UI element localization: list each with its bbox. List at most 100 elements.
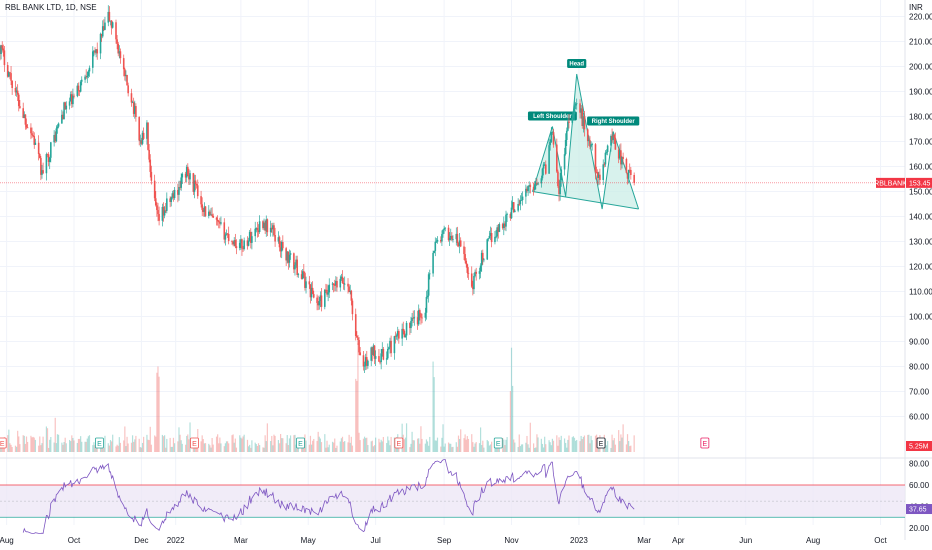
candle-body bbox=[294, 265, 296, 270]
candle bbox=[25, 118, 28, 130]
volume-bar bbox=[348, 434, 350, 452]
candle-body bbox=[63, 102, 65, 120]
volume-bar bbox=[55, 443, 57, 452]
volume-bar bbox=[92, 445, 94, 452]
x-tick-label: Aug bbox=[0, 536, 14, 545]
candle bbox=[336, 276, 338, 292]
candle bbox=[78, 90, 81, 96]
earnings-marker[interactable]: E bbox=[0, 437, 7, 449]
earnings-marker[interactable]: E bbox=[95, 437, 104, 449]
candle bbox=[443, 225, 445, 234]
candle bbox=[142, 127, 145, 140]
candle-body bbox=[488, 235, 491, 239]
candle-body bbox=[110, 20, 113, 28]
pattern-outline bbox=[532, 73, 640, 210]
candle-body bbox=[486, 239, 489, 260]
candle-body bbox=[86, 75, 89, 78]
candle-body bbox=[10, 73, 12, 81]
candle-body bbox=[53, 134, 55, 143]
earnings-marker[interactable]: E bbox=[296, 437, 305, 449]
candle bbox=[55, 125, 58, 143]
candle-body bbox=[386, 349, 389, 359]
candle-body bbox=[87, 71, 90, 76]
candle-body bbox=[504, 223, 506, 227]
candle bbox=[96, 42, 99, 60]
earnings-marker[interactable]: E bbox=[190, 437, 199, 449]
candle bbox=[115, 19, 117, 44]
candle-body bbox=[358, 340, 360, 353]
volume-bar bbox=[62, 444, 64, 452]
candle-body bbox=[99, 33, 102, 54]
volume-bar bbox=[186, 435, 188, 452]
candle bbox=[416, 310, 419, 330]
candle bbox=[448, 232, 451, 246]
candle bbox=[514, 209, 516, 213]
volume-bar bbox=[23, 435, 25, 452]
candle-body bbox=[279, 247, 282, 252]
candle bbox=[8, 71, 10, 78]
candle bbox=[202, 208, 205, 217]
volume-bar bbox=[567, 439, 569, 452]
candle-body bbox=[161, 206, 164, 221]
y-tick-label: 80.00 bbox=[909, 363, 930, 372]
candle-body bbox=[224, 234, 227, 240]
candle-body bbox=[232, 241, 234, 245]
candle bbox=[209, 209, 211, 216]
candle bbox=[87, 69, 90, 79]
candle-body bbox=[348, 286, 350, 293]
volume-bar bbox=[162, 436, 165, 452]
candle-body bbox=[73, 95, 75, 97]
volume-bar bbox=[215, 436, 218, 452]
earnings-marker[interactable]: E bbox=[700, 437, 710, 449]
candle bbox=[567, 114, 569, 132]
candle bbox=[367, 359, 369, 369]
candle bbox=[219, 217, 221, 229]
candle-body bbox=[411, 317, 413, 321]
volume-bar bbox=[104, 435, 106, 452]
candle bbox=[234, 233, 237, 249]
candle-body bbox=[549, 142, 551, 146]
candle bbox=[279, 241, 282, 258]
candle-body bbox=[76, 85, 79, 97]
volume-bar bbox=[46, 428, 49, 452]
x-tick-label: 2022 bbox=[167, 536, 185, 545]
candle-body bbox=[324, 289, 326, 307]
candle bbox=[93, 50, 95, 57]
volume-bar bbox=[481, 445, 483, 452]
volume-bar bbox=[188, 439, 190, 452]
candle-body bbox=[591, 144, 593, 146]
candle bbox=[0, 44, 2, 60]
earnings-marker[interactable]: E bbox=[493, 437, 503, 449]
volume-bar bbox=[25, 436, 28, 452]
volume-bar bbox=[249, 444, 251, 452]
candle bbox=[225, 229, 228, 236]
candle-body bbox=[370, 347, 373, 361]
candle-body bbox=[243, 240, 245, 249]
y-tick-label: 160.00 bbox=[909, 163, 932, 172]
candle bbox=[248, 230, 251, 242]
candle-body bbox=[217, 221, 220, 223]
candle bbox=[341, 270, 344, 284]
candle-body bbox=[210, 214, 212, 216]
volume-bar bbox=[156, 372, 158, 452]
candle bbox=[34, 138, 37, 145]
candle bbox=[543, 161, 546, 166]
candle-body bbox=[559, 180, 561, 195]
volume-bar bbox=[140, 447, 143, 452]
earnings-marker[interactable]: E bbox=[394, 437, 404, 449]
candle-body bbox=[79, 81, 82, 92]
y-tick-label: 190.00 bbox=[909, 88, 932, 97]
earnings-marker[interactable]: E bbox=[596, 437, 606, 449]
candle-body bbox=[548, 145, 550, 174]
candle bbox=[573, 99, 576, 121]
volume-bar bbox=[288, 438, 291, 452]
volume-bar bbox=[536, 434, 538, 452]
candle-body bbox=[62, 114, 64, 120]
candle-body bbox=[537, 183, 539, 185]
x-tick-label: Oct bbox=[874, 536, 887, 545]
volume-bar bbox=[358, 432, 360, 452]
candle-body bbox=[15, 90, 18, 93]
candle bbox=[130, 88, 133, 107]
